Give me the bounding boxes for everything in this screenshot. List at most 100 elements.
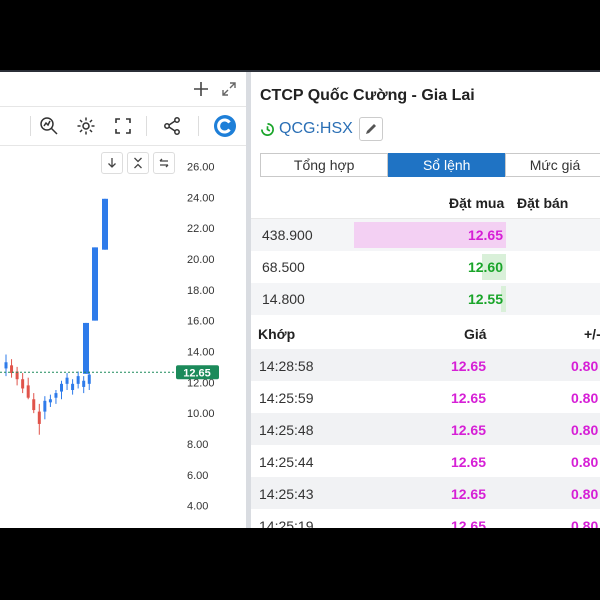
trade-price: 12.65 xyxy=(450,518,486,528)
candle-body[interactable] xyxy=(71,383,75,391)
candle-body[interactable] xyxy=(92,247,98,321)
pencil-icon xyxy=(365,124,376,134)
candle-body[interactable] xyxy=(32,399,36,411)
chart-canvas[interactable]: 26.00 24.00 22.00 20.00 18.00 16.00 14.00 12.00… xyxy=(0,146,246,528)
trade-time: 14:25:59 xyxy=(259,390,314,406)
toolbar-separator xyxy=(146,116,147,136)
volume-bar xyxy=(481,254,506,280)
candle-body[interactable] xyxy=(43,400,47,412)
top-border xyxy=(0,70,600,72)
y-tick-label: 24.00 xyxy=(187,192,215,204)
tab-price-level[interactable]: Mức giá xyxy=(505,153,600,177)
candle-body[interactable] xyxy=(102,198,108,250)
order-volume: 68.500 xyxy=(262,259,305,275)
order-book-header: Đặt mua Đặt bán xyxy=(251,178,600,219)
trade-price: 12.65 xyxy=(450,422,486,438)
order-book-row[interactable]: 438.900 12.65 xyxy=(251,219,600,251)
edit-button[interactable] xyxy=(358,117,383,141)
chart-panel: 26.00 24.00 22.00 20.00 18.00 16.00 14.00 12.00… xyxy=(0,72,246,528)
download-icon[interactable] xyxy=(101,152,123,174)
candle-body[interactable] xyxy=(87,374,91,384)
share-icon[interactable] xyxy=(161,115,183,137)
order-price: 12.60 xyxy=(467,259,503,275)
candle-body[interactable] xyxy=(60,383,63,392)
stock-info-panel: CTCP Quốc Cường - Gia Lai QCG:HSX Tổng h… xyxy=(251,72,600,528)
price-header: Giá xyxy=(464,326,487,342)
trade-change: 0.80 xyxy=(571,390,599,406)
candle-body[interactable] xyxy=(76,376,80,384)
candle-body[interactable] xyxy=(65,377,69,384)
trade-row[interactable]: 14:25:19 12.65 0.80 xyxy=(251,509,600,528)
order-price: 12.55 xyxy=(467,291,503,307)
y-tick-label: 8.00 xyxy=(187,439,208,451)
y-tick-label: 22.00 xyxy=(187,223,215,235)
trade-row[interactable]: 14:25:44 12.65 0.80 xyxy=(251,445,600,477)
brand-logo-icon[interactable] xyxy=(212,113,238,139)
candle-body[interactable] xyxy=(83,322,89,374)
trade-change: 0.80 xyxy=(571,518,599,528)
panel-divider[interactable] xyxy=(246,72,251,528)
ticker-row: QCG:HSX xyxy=(260,117,383,141)
buy-header: Đặt mua xyxy=(449,195,505,211)
trade-price: 12.65 xyxy=(450,358,486,374)
candle-body[interactable] xyxy=(48,399,52,403)
trade-price: 12.65 xyxy=(450,390,486,406)
y-tick-label: 16.00 xyxy=(187,316,215,328)
current-price-label: 12.65 xyxy=(183,367,211,379)
candle-body[interactable] xyxy=(15,371,19,380)
y-tick-label: 18.00 xyxy=(187,285,215,297)
candle-body[interactable] xyxy=(4,362,8,369)
trade-time: 14:25:19 xyxy=(259,518,314,528)
settings-icon[interactable] xyxy=(75,115,97,137)
tab-bar: Tổng hợp Sổ lệnh Mức giá xyxy=(260,153,600,177)
volume-bar xyxy=(354,222,506,248)
refresh-icon[interactable] xyxy=(153,152,175,174)
toolbar-separator xyxy=(30,116,31,136)
trades-header: Khớp Giá +/- xyxy=(251,318,600,348)
candle-body[interactable] xyxy=(10,365,14,374)
volume-bar xyxy=(501,286,506,312)
y-tick-label: 12.00 xyxy=(187,377,215,389)
trade-price: 12.65 xyxy=(450,454,486,470)
candle-body[interactable] xyxy=(54,393,58,398)
clock-icon xyxy=(261,122,274,136)
trade-change: 0.80 xyxy=(571,454,599,470)
trade-change: 0.80 xyxy=(571,422,599,438)
candle-body[interactable] xyxy=(37,411,41,424)
sell-header: Đặt bán xyxy=(517,195,569,211)
order-book-row[interactable]: 68.500 12.60 xyxy=(251,251,600,283)
chart-header xyxy=(0,72,246,107)
trade-time: 14:25:43 xyxy=(259,486,314,502)
trade-price: 12.65 xyxy=(450,486,486,502)
trade-row[interactable]: 14:25:59 12.65 0.80 xyxy=(251,381,600,413)
order-book-row[interactable]: 14.800 12.55 xyxy=(251,283,600,315)
collapse-icon[interactable] xyxy=(127,152,149,174)
indicator-icon[interactable] xyxy=(38,115,60,137)
order-volume: 14.800 xyxy=(262,291,305,307)
ticker-symbol[interactable]: QCG:HSX xyxy=(279,120,353,137)
trade-change: 0.80 xyxy=(571,358,599,374)
trade-row[interactable]: 14:28:58 12.65 0.80 xyxy=(251,349,600,381)
trade-row[interactable]: 14:25:48 12.65 0.80 xyxy=(251,413,600,445)
expand-icon[interactable] xyxy=(220,80,238,98)
change-header: +/- xyxy=(584,326,600,342)
tab-summary[interactable]: Tổng hợp xyxy=(260,153,389,177)
trade-time: 14:25:44 xyxy=(259,454,314,470)
trade-time: 14:25:48 xyxy=(259,422,314,438)
candle-body[interactable] xyxy=(21,379,25,389)
chart-toolbar xyxy=(0,107,246,146)
plus-icon[interactable] xyxy=(192,80,210,98)
company-name: CTCP Quốc Cường - Gia Lai xyxy=(260,87,475,104)
y-tick-label: 6.00 xyxy=(187,470,208,482)
candle-body[interactable] xyxy=(82,380,86,387)
y-tick-label: 26.00 xyxy=(187,161,215,173)
trade-time: 14:28:58 xyxy=(259,358,314,374)
current-price-badge xyxy=(176,365,219,380)
tab-order-book[interactable]: Sổ lệnh xyxy=(388,153,506,177)
trade-row[interactable]: 14:25:43 12.65 0.80 xyxy=(251,477,600,509)
price-chart[interactable]: 26.00 24.00 22.00 20.00 18.00 16.00 14.00 12.00… xyxy=(0,146,246,528)
candle-body[interactable] xyxy=(26,385,30,398)
order-volume: 438.900 xyxy=(262,227,313,243)
trade-change: 0.80 xyxy=(571,486,599,502)
fullscreen-icon[interactable] xyxy=(112,115,134,137)
